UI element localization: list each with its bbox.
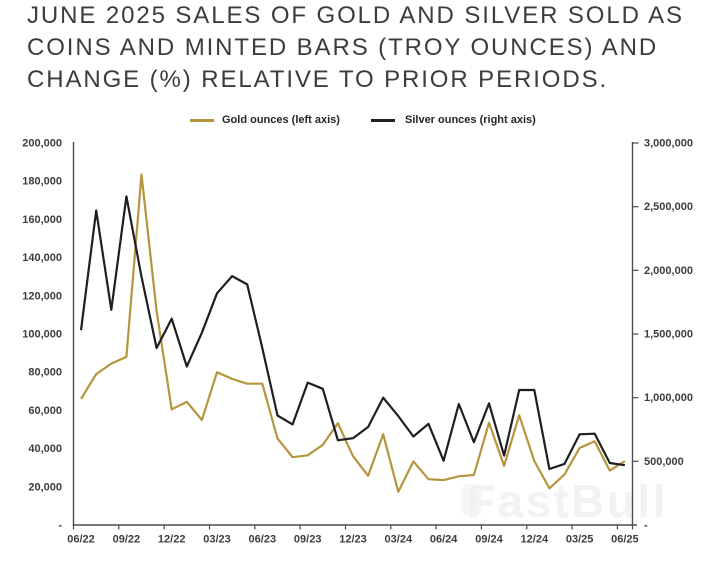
svg-text:03/23: 03/23 bbox=[203, 534, 231, 546]
svg-text:FastBull: FastBull bbox=[467, 475, 668, 527]
svg-text:09/22: 09/22 bbox=[113, 534, 141, 546]
svg-text:500,000: 500,000 bbox=[644, 456, 684, 468]
svg-text:06/24: 06/24 bbox=[430, 534, 458, 546]
svg-text:09/23: 09/23 bbox=[294, 534, 322, 546]
svg-text:120,000: 120,000 bbox=[22, 290, 62, 302]
svg-text:2,500,000: 2,500,000 bbox=[644, 201, 693, 213]
svg-text:40,000: 40,000 bbox=[28, 443, 62, 455]
svg-text:100,000: 100,000 bbox=[22, 329, 62, 341]
svg-text:2,000,000: 2,000,000 bbox=[644, 265, 693, 277]
svg-text:140,000: 140,000 bbox=[22, 252, 62, 264]
svg-text:80,000: 80,000 bbox=[28, 367, 62, 379]
svg-text:1,500,000: 1,500,000 bbox=[644, 329, 693, 341]
svg-text:180,000: 180,000 bbox=[22, 176, 62, 188]
svg-text:06/25: 06/25 bbox=[611, 534, 639, 546]
svg-text:200,000: 200,000 bbox=[22, 138, 62, 150]
svg-text:160,000: 160,000 bbox=[22, 214, 62, 226]
svg-text:09/24: 09/24 bbox=[475, 534, 503, 546]
svg-text:12/22: 12/22 bbox=[158, 534, 186, 546]
svg-text:12/24: 12/24 bbox=[521, 534, 549, 546]
svg-text:3,000,000: 3,000,000 bbox=[644, 138, 693, 150]
svg-text:03/24: 03/24 bbox=[385, 534, 413, 546]
svg-text:12/23: 12/23 bbox=[339, 534, 367, 546]
svg-text:-: - bbox=[58, 520, 62, 532]
svg-text:20,000: 20,000 bbox=[28, 481, 62, 493]
svg-text:03/25: 03/25 bbox=[566, 534, 594, 546]
svg-text:1,000,000: 1,000,000 bbox=[644, 392, 693, 404]
svg-text:-: - bbox=[644, 520, 648, 532]
svg-text:60,000: 60,000 bbox=[28, 405, 62, 417]
svg-text:06/23: 06/23 bbox=[249, 534, 277, 546]
svg-text:06/22: 06/22 bbox=[67, 534, 95, 546]
